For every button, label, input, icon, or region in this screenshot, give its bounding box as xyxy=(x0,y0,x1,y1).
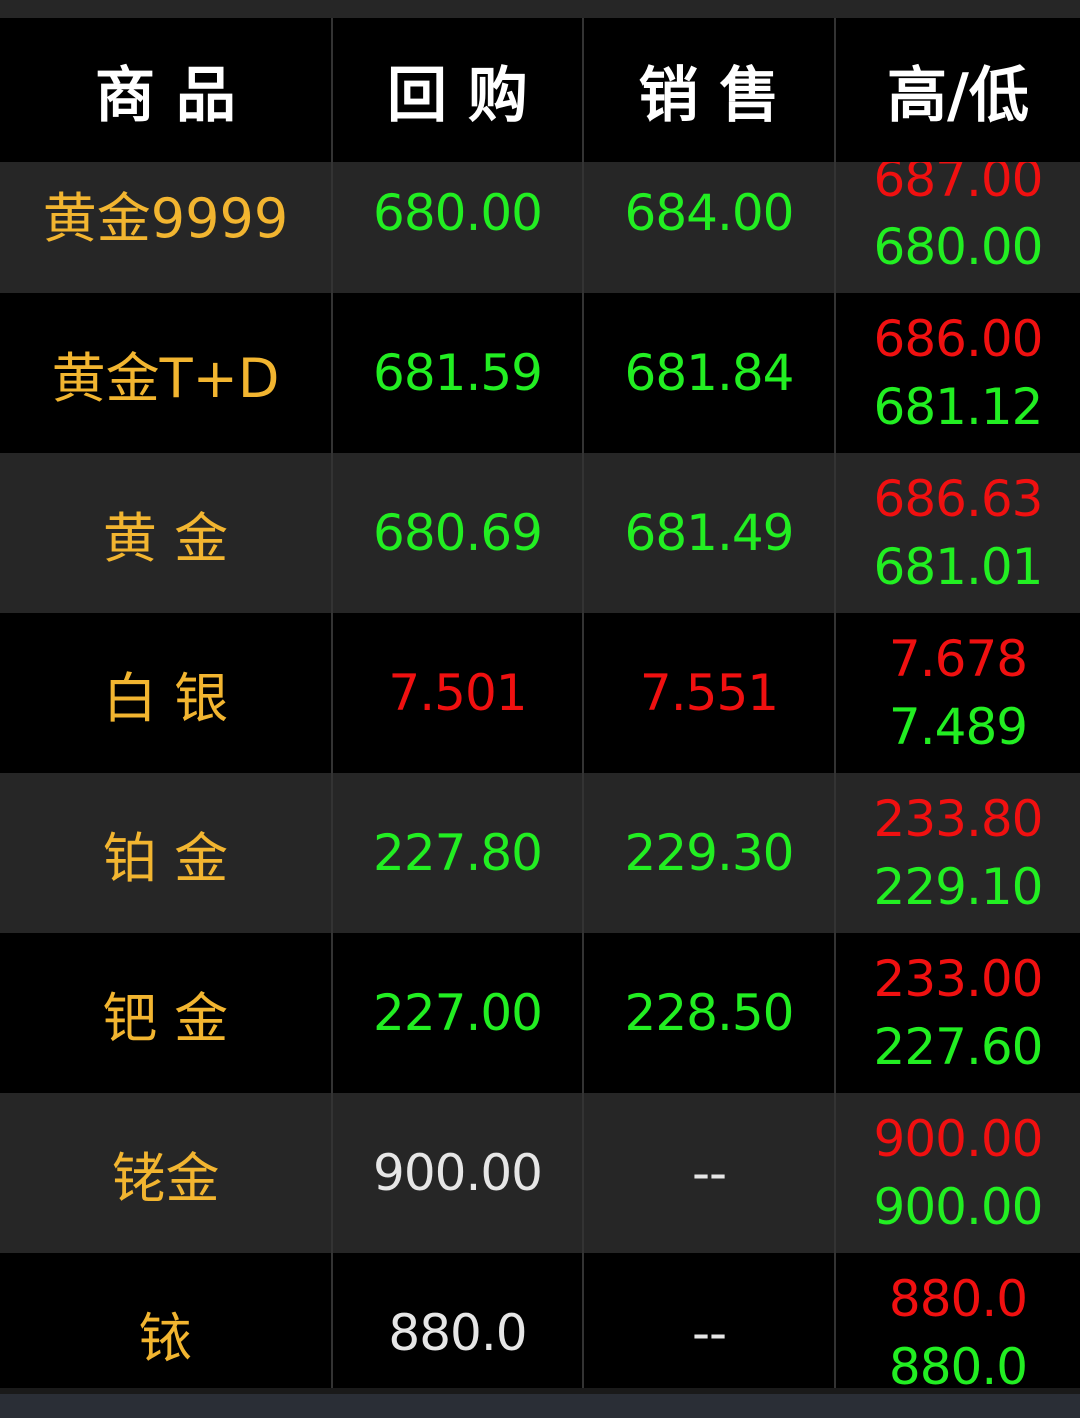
high-low: 880.0 880.0 xyxy=(836,1253,1080,1388)
high-price: 7.678 xyxy=(888,630,1028,688)
buyback-price: 227.00 xyxy=(333,933,584,1093)
table-row[interactable]: 黄金T+D 681.59 681.84 686.00 681.12 xyxy=(0,293,1080,453)
low-price: 680.00 xyxy=(873,218,1044,276)
high-price: 233.00 xyxy=(873,950,1044,1008)
high-low: 900.00 900.00 xyxy=(836,1093,1080,1253)
product-name: 黄 金 xyxy=(0,453,333,613)
low-price: 229.10 xyxy=(873,858,1044,916)
product-name: 钯 金 xyxy=(0,933,333,1093)
product-name: 铱 xyxy=(0,1253,333,1388)
buyback-price: 681.59 xyxy=(333,293,584,453)
product-name: 铂 金 xyxy=(0,773,333,933)
bottom-bar xyxy=(0,1388,1080,1418)
status-strip xyxy=(0,0,1080,18)
table-row[interactable]: 铂 金 227.80 229.30 233.80 229.10 xyxy=(0,773,1080,933)
buyback-price: 7.501 xyxy=(333,613,584,773)
high-low: 686.00 681.12 xyxy=(836,293,1080,453)
table-header: 商 品 回 购 销 售 高/低 xyxy=(0,18,1080,162)
high-price: 900.00 xyxy=(873,1110,1044,1168)
header-high-low: 高/低 xyxy=(887,60,1029,131)
high-price: 686.00 xyxy=(873,310,1044,368)
header-product: 商 品 xyxy=(0,18,333,162)
low-price: 681.01 xyxy=(873,538,1044,596)
price-table[interactable]: 黄金9999 680.00 684.00 687.00 680.00 黄金T+D 681.5… xyxy=(0,162,1080,1388)
sell-price: 7.551 xyxy=(584,613,836,773)
low-price: 681.12 xyxy=(873,378,1044,436)
buyback-price: 680.69 xyxy=(333,453,584,613)
buyback-price: 900.00 xyxy=(333,1093,584,1253)
product-name: 铑金 xyxy=(0,1093,333,1253)
product-name: 黄金T+D xyxy=(0,293,333,453)
high-low: 686.63 681.01 xyxy=(836,453,1080,613)
low-price: 900.00 xyxy=(873,1178,1044,1236)
header-buyback: 回 购 xyxy=(333,18,584,162)
sell-price: 681.84 xyxy=(584,293,836,453)
low-price: 7.489 xyxy=(888,698,1028,756)
buyback-price: 680.00 xyxy=(333,162,584,293)
sell-price: 228.50 xyxy=(584,933,836,1093)
sell-price: 684.00 xyxy=(584,162,836,293)
low-price: 880.0 xyxy=(888,1338,1028,1388)
sell-price: 681.49 xyxy=(584,453,836,613)
high-price: 233.80 xyxy=(873,790,1044,848)
high-low: 233.80 229.10 xyxy=(836,773,1080,933)
high-low: 7.678 7.489 xyxy=(836,613,1080,773)
high-low: 233.00 227.60 xyxy=(836,933,1080,1093)
buyback-price: 227.80 xyxy=(333,773,584,933)
high-price: 880.0 xyxy=(888,1270,1028,1328)
table-row[interactable]: 白 银 7.501 7.551 7.678 7.489 xyxy=(0,613,1080,773)
high-price: 687.00 xyxy=(873,162,1044,208)
table-row[interactable]: 铱 880.0 -- 880.0 880.0 xyxy=(0,1253,1080,1388)
header-sell: 销 售 xyxy=(584,18,836,162)
sell-price: -- xyxy=(584,1093,836,1253)
low-price: 227.60 xyxy=(873,1018,1044,1076)
table-row[interactable]: 黄 金 680.69 681.49 686.63 681.01 xyxy=(0,453,1080,613)
table-row[interactable]: 铑金 900.00 -- 900.00 900.00 xyxy=(0,1093,1080,1253)
product-name: 黄金9999 xyxy=(0,162,333,293)
high-price: 686.63 xyxy=(873,470,1044,528)
sell-price: -- xyxy=(584,1253,836,1388)
buyback-price: 880.0 xyxy=(333,1253,584,1388)
table-row[interactable]: 钯 金 227.00 228.50 233.00 227.60 xyxy=(0,933,1080,1093)
table-row[interactable]: 黄金9999 680.00 684.00 687.00 680.00 xyxy=(0,162,1080,293)
product-name: 白 银 xyxy=(0,613,333,773)
high-low: 687.00 680.00 xyxy=(836,162,1080,293)
sell-price: 229.30 xyxy=(584,773,836,933)
